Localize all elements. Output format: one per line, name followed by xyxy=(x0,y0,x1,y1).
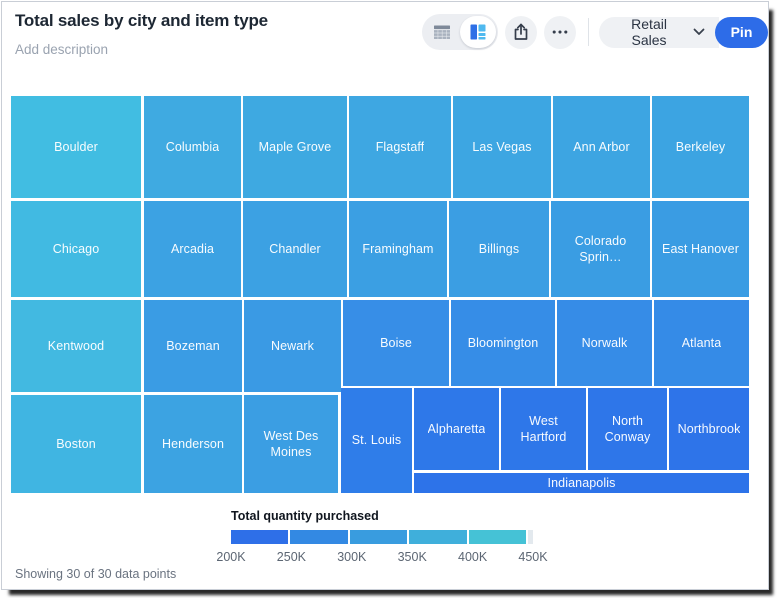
legend-segment xyxy=(349,530,408,544)
tile-label: Colorado Sprin… xyxy=(574,233,627,264)
treemap-tile[interactable]: Newark xyxy=(244,300,341,392)
tile-label: Indianapolis xyxy=(547,475,616,490)
treemap-tile[interactable]: Ann Arbor xyxy=(553,96,650,198)
toolbar-divider xyxy=(588,18,590,46)
legend-bar-end xyxy=(528,530,534,544)
tile-label: Newark xyxy=(271,338,314,353)
ellipsis-icon xyxy=(550,22,570,42)
tile-label: Billings xyxy=(478,241,520,256)
treemap-tile[interactable]: Las Vegas xyxy=(453,96,551,198)
legend-segment xyxy=(290,530,348,544)
tile-label: Kentwood xyxy=(47,338,105,353)
chart-card: Total sales by city and item type Add de… xyxy=(1,1,769,590)
tile-label: Columbia xyxy=(165,139,220,154)
legend-segment xyxy=(409,530,467,544)
treemap-tile[interactable]: Northbrook xyxy=(669,388,749,470)
tile-label: Berkeley xyxy=(675,139,726,154)
tile-label: West Des Moines xyxy=(263,428,319,459)
tile-label: Flagstaff xyxy=(375,139,425,154)
page-title: Total sales by city and item type xyxy=(15,11,268,30)
treemap-tile[interactable]: St. Louis xyxy=(341,388,412,493)
description-placeholder[interactable]: Add description xyxy=(15,42,109,57)
treemap-tile[interactable]: Norwalk xyxy=(557,300,652,386)
pin-button[interactable]: Pin xyxy=(714,16,768,48)
tile-label: Atlanta xyxy=(681,335,722,350)
legend-gradient-bar xyxy=(231,530,534,544)
legend-tick: 450K xyxy=(518,550,548,564)
tile-label: Maple Grove xyxy=(258,139,332,154)
treemap-tile[interactable]: North Conway xyxy=(588,388,667,470)
tile-label: East Hanover xyxy=(662,241,739,256)
tile-label: Henderson xyxy=(161,436,225,451)
treemap-tile[interactable]: Atlanta xyxy=(654,300,749,386)
tile-label: Alpharetta xyxy=(427,421,486,436)
dataset-pin-group: Retail Sales Pin xyxy=(599,16,768,48)
tile-label: Boise xyxy=(380,335,412,350)
treemap-tile[interactable]: Flagstaff xyxy=(349,96,451,198)
view-toggle-group xyxy=(422,14,498,50)
tile-label: Boston xyxy=(56,436,96,451)
legend-segment xyxy=(231,530,289,544)
tile-label: Arcadia xyxy=(170,241,215,256)
legend-tick: 300K xyxy=(337,550,367,564)
treemap-icon xyxy=(469,23,487,41)
dataset-selector[interactable]: Retail Sales xyxy=(599,16,719,48)
tile-label: Bloomington xyxy=(467,335,539,350)
treemap-tile[interactable]: Boston xyxy=(11,395,141,493)
tile-label: Norwalk xyxy=(581,335,628,350)
treemap-tile[interactable]: Bloomington xyxy=(451,300,555,386)
dataset-selector-label: Retail Sales xyxy=(631,16,667,48)
tile-label: Chicago xyxy=(52,241,100,256)
share-icon xyxy=(511,22,531,42)
treemap-tile[interactable]: Chandler xyxy=(243,201,347,297)
treemap-tile[interactable]: Maple Grove xyxy=(243,96,347,198)
chevron-down-icon xyxy=(693,28,705,36)
share-button[interactable] xyxy=(505,15,538,49)
legend-ticks: 200K 250K 300K 350K 400K 450K xyxy=(216,550,547,566)
data-points-status: Showing 30 of 30 data points xyxy=(15,567,177,581)
tile-label: West Hartford xyxy=(520,413,567,444)
legend-tick: 400K xyxy=(457,550,488,564)
treemap-tile[interactable]: Berkeley xyxy=(652,96,749,198)
tile-label: Northbrook xyxy=(677,421,741,436)
treemap-view-button[interactable] xyxy=(460,16,496,48)
legend-tick: 250K xyxy=(276,550,306,564)
tile-label: Las Vegas xyxy=(472,139,532,154)
tile-label: Framingham xyxy=(362,241,434,256)
tile-label: North Conway xyxy=(604,413,651,444)
tile-label: Bozeman xyxy=(166,338,220,353)
table-icon xyxy=(433,23,451,41)
treemap-tile[interactable]: Billings xyxy=(449,201,549,297)
table-view-button[interactable] xyxy=(424,16,460,48)
treemap-tile[interactable]: Alpharetta xyxy=(414,388,499,470)
treemap-tile[interactable]: Colorado Sprin… xyxy=(551,201,650,297)
tile-label: St. Louis xyxy=(351,433,402,448)
tile-label: Chandler xyxy=(269,241,321,256)
treemap-tile[interactable]: West Hartford xyxy=(501,388,586,470)
treemap-tile[interactable]: Chicago xyxy=(11,201,141,297)
legend-tick: 350K xyxy=(397,550,427,564)
treemap-tile[interactable]: Boise xyxy=(343,300,449,386)
treemap-tile[interactable]: Boulder xyxy=(11,96,141,198)
treemap-tile[interactable]: Bozeman xyxy=(144,300,242,392)
treemap-tile[interactable]: East Hanover xyxy=(652,201,749,297)
toolbar: Retail Sales Pin xyxy=(422,13,768,51)
treemap-tile[interactable]: Framingham xyxy=(349,201,447,297)
treemap-tile[interactable]: Henderson xyxy=(144,395,242,493)
legend-segment xyxy=(468,530,527,544)
treemap-tile[interactable]: Kentwood xyxy=(11,300,141,392)
more-button[interactable] xyxy=(544,15,577,49)
tile-label: Boulder xyxy=(54,139,98,154)
tile-label: Ann Arbor xyxy=(573,139,630,154)
treemap-tile[interactable]: West Des Moines xyxy=(244,395,338,493)
color-legend: Total quantity purchased 200K 250K 300K 350… xyxy=(216,509,547,566)
treemap-tile[interactable]: Arcadia xyxy=(144,201,241,297)
treemap-tile[interactable]: Indianapolis xyxy=(414,473,749,493)
legend-tick: 200K xyxy=(216,550,246,564)
treemap-chart: Boulder Columbia Maple Grove Flagstaff Las V… xyxy=(11,95,749,493)
treemap-tile[interactable]: Columbia xyxy=(144,96,241,198)
legend-title: Total quantity purchased xyxy=(231,509,379,523)
